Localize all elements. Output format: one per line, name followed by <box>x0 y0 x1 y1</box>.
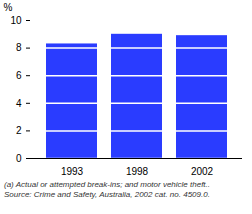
svg-text:1998: 1998 <box>126 166 149 177</box>
svg-text:6: 6 <box>16 70 22 81</box>
svg-text:0: 0 <box>16 153 22 164</box>
svg-text:10: 10 <box>10 15 22 26</box>
svg-text:%: % <box>4 2 13 13</box>
svg-text:1993: 1993 <box>61 166 84 177</box>
svg-text:2: 2 <box>16 125 22 136</box>
svg-text:8: 8 <box>16 42 22 53</box>
svg-text:2002: 2002 <box>191 166 214 177</box>
html-text:Source: Crime and Safety, Aust: Source: Crime and Safety, Australia, 200… <box>4 190 210 199</box>
svg-text:4: 4 <box>16 98 22 109</box>
html-text:(a) Actual or attempted break-: (a) Actual or attempted break-ins; and m… <box>4 180 210 189</box>
